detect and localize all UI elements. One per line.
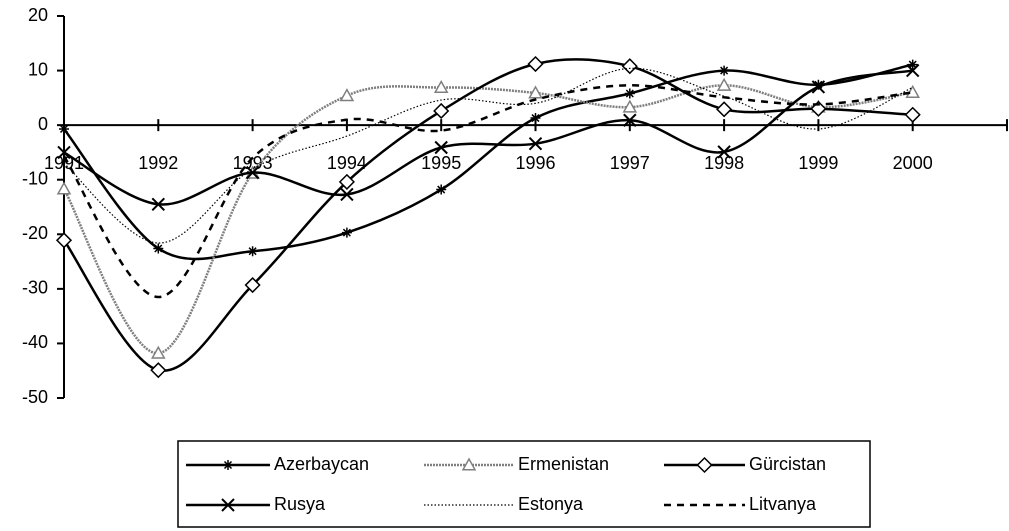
point <box>813 79 824 90</box>
point <box>810 100 827 117</box>
point <box>151 345 166 359</box>
point <box>153 243 164 254</box>
y-tick-label: -20 <box>22 223 48 243</box>
y-tick-label: 10 <box>28 59 48 79</box>
point <box>340 187 354 202</box>
series-line <box>62 84 913 299</box>
point <box>716 101 733 118</box>
y-tick-label: -50 <box>22 387 48 407</box>
point <box>621 58 638 75</box>
point <box>59 123 69 134</box>
legend-label: Gürcistan <box>749 454 826 474</box>
point <box>527 55 544 73</box>
x-tick-label: 1992 <box>138 153 178 173</box>
point <box>338 173 355 190</box>
point <box>717 145 731 159</box>
point <box>530 113 541 124</box>
y-tick-label: -30 <box>22 278 48 298</box>
y-tick-label: -10 <box>22 168 48 188</box>
point <box>221 498 235 512</box>
y-tick-label: -40 <box>22 332 48 352</box>
series-line <box>63 63 913 261</box>
point <box>528 136 543 151</box>
x-tick-label: 1998 <box>704 153 744 173</box>
point <box>907 59 918 70</box>
series-line <box>63 67 913 244</box>
point <box>56 181 72 195</box>
point <box>716 77 732 91</box>
point <box>223 460 233 470</box>
legend-label: Rusya <box>274 494 326 514</box>
point <box>696 456 713 474</box>
point <box>341 227 352 238</box>
point <box>811 80 826 94</box>
legend-box <box>177 440 871 528</box>
point <box>434 140 448 155</box>
point <box>904 106 921 123</box>
x-tick-label: 1994 <box>327 153 367 173</box>
point <box>528 85 543 99</box>
point <box>151 197 166 211</box>
point <box>905 63 920 78</box>
x-tick-label: 1999 <box>798 153 838 173</box>
point <box>461 457 477 471</box>
point <box>624 88 635 99</box>
point <box>622 99 638 113</box>
point <box>436 184 447 195</box>
point <box>245 165 260 180</box>
point <box>433 79 449 94</box>
y-tick-label: 20 <box>28 5 48 25</box>
y-tick-label: 0 <box>38 114 48 134</box>
x-tick-label: 1995 <box>421 153 461 173</box>
point <box>339 88 355 102</box>
legend-label: Estonya <box>518 494 584 514</box>
legend: Azerbaycan Ermenistan Gürcistan Rusya Estony… <box>177 440 871 528</box>
point <box>247 246 258 257</box>
x-tick-label: 2000 <box>893 153 933 173</box>
point <box>433 102 450 120</box>
series-line <box>63 69 913 206</box>
legend-label: Litvanya <box>749 494 817 514</box>
point <box>57 145 71 160</box>
legend-label: Azerbaycan <box>274 454 369 474</box>
x-tick-label: 1996 <box>515 153 555 173</box>
point <box>55 232 73 249</box>
legend-label: Ermenistan <box>518 454 609 474</box>
point <box>623 113 637 127</box>
point <box>150 362 167 379</box>
point <box>244 276 261 294</box>
x-tick-label: 1997 <box>610 153 650 173</box>
point <box>719 65 730 76</box>
series-line <box>62 58 913 372</box>
